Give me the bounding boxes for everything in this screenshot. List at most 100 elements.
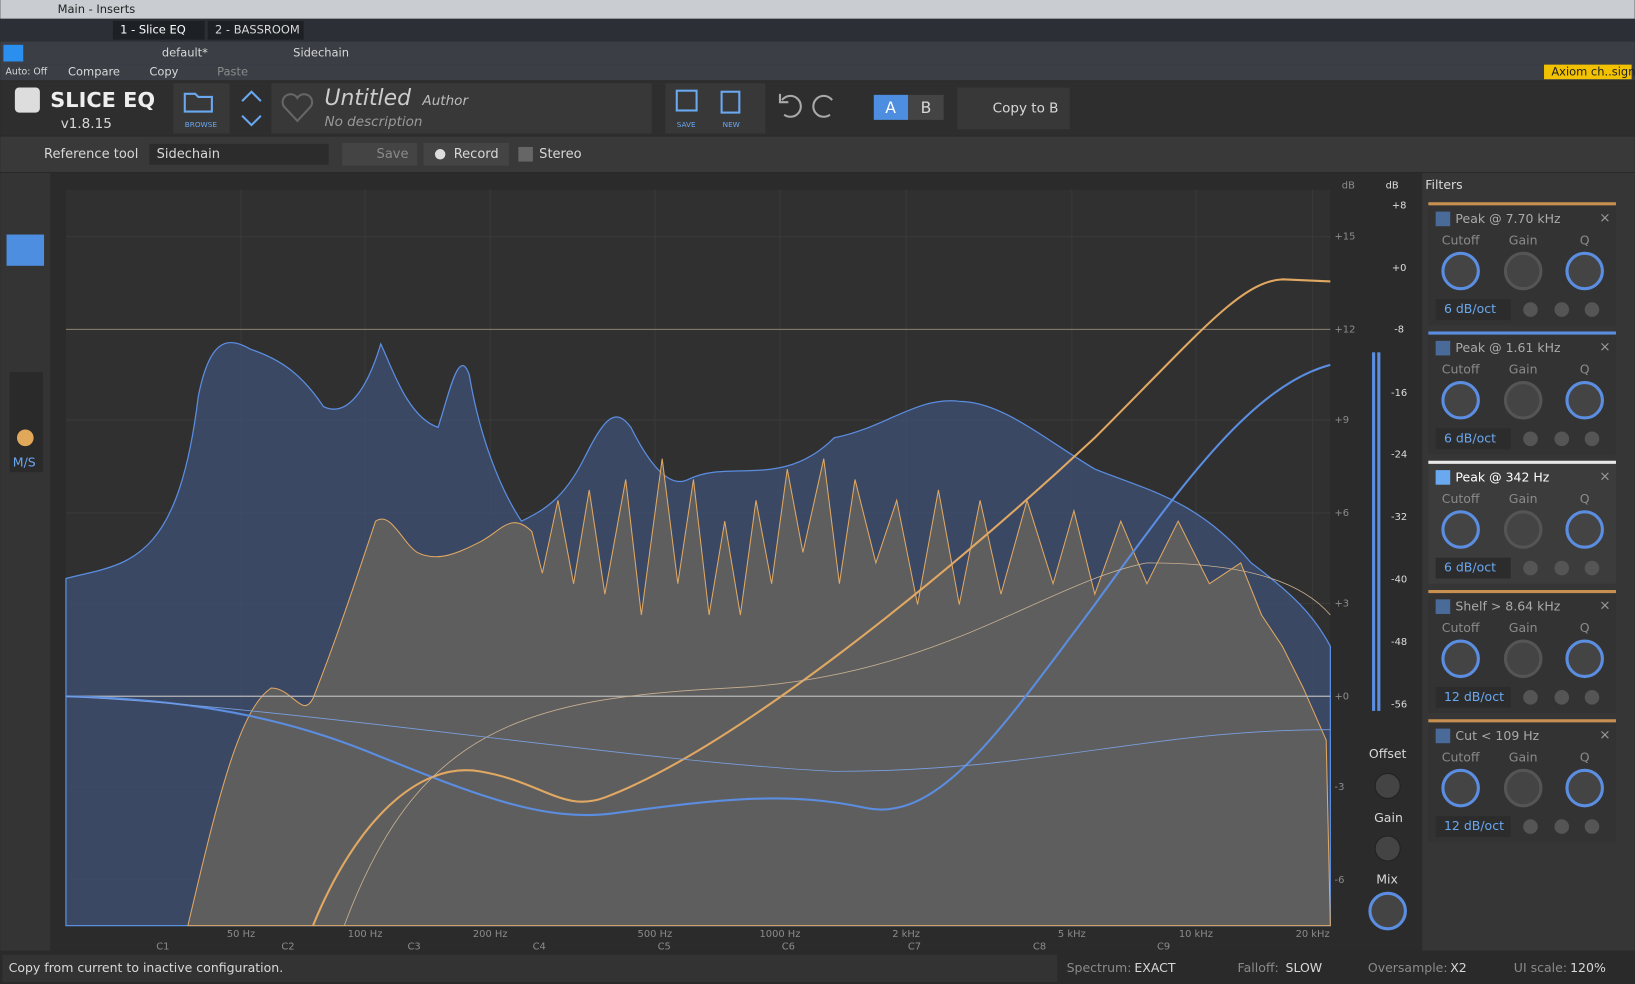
knob[interactable] [1441, 768, 1480, 808]
knob[interactable] [1503, 639, 1543, 679]
channel-mode[interactable] [1523, 560, 1538, 576]
channel-mode[interactable] [1584, 560, 1600, 576]
filter-enable[interactable] [1435, 728, 1451, 744]
new-icon[interactable] [720, 90, 741, 114]
oversample-value[interactable]: X2 [1450, 960, 1467, 975]
knob[interactable] [1441, 639, 1480, 679]
channel-mode[interactable] [1554, 690, 1570, 705]
auto-label[interactable]: Auto: Off [5, 66, 47, 77]
filter-close[interactable]: × [1599, 727, 1610, 743]
knob[interactable] [1441, 510, 1480, 549]
filter-close[interactable]: × [1599, 468, 1610, 484]
copy-to-b-button[interactable] [957, 87, 1070, 130]
knob[interactable] [1441, 380, 1480, 420]
filter-enable[interactable] [1435, 340, 1451, 356]
channel-mode[interactable] [1554, 302, 1570, 317]
ref-save-button[interactable] [342, 142, 418, 166]
b-label[interactable]: B [921, 98, 932, 117]
new-label[interactable]: NEW [723, 120, 740, 129]
channel-mode[interactable] [1523, 302, 1538, 317]
mode-icon[interactable] [16, 429, 34, 447]
knob[interactable] [1565, 510, 1604, 549]
filter-enable[interactable] [1435, 211, 1451, 227]
spectrum-value[interactable]: EXACT [1134, 960, 1176, 975]
channel-mode[interactable] [1584, 819, 1600, 834]
undo-redo[interactable] [778, 93, 833, 118]
knob[interactable] [1503, 768, 1543, 808]
compare-button[interactable]: Compare [68, 64, 120, 78]
slope-box[interactable] [1435, 428, 1511, 450]
channel-mode[interactable] [1523, 431, 1538, 447]
filter-slope[interactable]: 6 dB/oct [1444, 301, 1496, 316]
channel-mode[interactable] [1554, 560, 1570, 576]
falloff-value[interactable]: SLOW [1286, 960, 1323, 975]
preset-name[interactable]: default* [162, 46, 208, 60]
tab-label[interactable]: 2 - BASSROOM [215, 23, 300, 37]
record-button[interactable] [423, 142, 509, 166]
browse-label[interactable]: BROWSE [185, 120, 218, 129]
slope-box[interactable] [1435, 686, 1511, 708]
ref-save-label[interactable]: Save [377, 147, 409, 162]
b-button[interactable] [908, 94, 944, 120]
tool-active[interactable] [6, 234, 45, 266]
ui-scale-value[interactable]: 120% [1570, 960, 1606, 975]
a-label[interactable]: A [885, 98, 896, 117]
channel-mode[interactable] [1554, 819, 1570, 834]
save-label[interactable]: SAVE [677, 120, 696, 129]
knob[interactable] [1565, 639, 1604, 679]
knob[interactable] [1565, 380, 1604, 420]
filter-slope[interactable]: 6 dB/oct [1444, 430, 1496, 445]
ms-button[interactable]: M/S [13, 454, 36, 469]
stereo-label[interactable]: Stereo [539, 147, 581, 162]
copy-to-b-label[interactable]: Copy to B [993, 100, 1059, 116]
knob-label: Gain [1509, 620, 1538, 635]
tab[interactable] [207, 20, 304, 40]
power-button[interactable] [3, 44, 24, 62]
knob[interactable] [1441, 251, 1480, 291]
copy-button[interactable]: Copy [149, 64, 178, 78]
filter-close[interactable]: × [1599, 210, 1610, 226]
knob[interactable] [1503, 251, 1543, 291]
favorite-icon[interactable] [281, 93, 314, 123]
channel-mode[interactable] [1554, 431, 1570, 447]
filter-enable[interactable] [1435, 470, 1451, 485]
record-label[interactable]: Record [454, 147, 499, 162]
channel-mode[interactable] [1523, 690, 1538, 705]
gain-knob[interactable] [1374, 835, 1401, 862]
source-select[interactable] [149, 143, 329, 165]
device-label: Axiom ch..sign [1551, 64, 1635, 78]
a-button[interactable] [873, 94, 909, 120]
paste-button[interactable]: Paste [217, 64, 248, 78]
slope-box[interactable] [1435, 299, 1511, 321]
folder-icon [183, 92, 213, 113]
browse-button[interactable] [173, 83, 230, 134]
offset-knob[interactable] [1374, 772, 1401, 799]
filters-title: Filters [1425, 177, 1462, 192]
slope-box[interactable] [1435, 557, 1511, 579]
tab-label[interactable]: 1 - Slice EQ [120, 23, 186, 37]
filter-slope[interactable]: 12 dB/oct [1444, 818, 1504, 833]
knob[interactable] [1503, 380, 1543, 420]
slope-box[interactable] [1435, 816, 1511, 838]
channel-mode[interactable] [1584, 690, 1600, 705]
record-dot [434, 149, 446, 160]
filter-close[interactable]: × [1599, 598, 1610, 614]
filter-close[interactable]: × [1599, 339, 1610, 355]
preset-arrows[interactable] [241, 90, 262, 127]
filter-enable[interactable] [1435, 599, 1451, 614]
knob[interactable] [1503, 510, 1543, 549]
source-value[interactable]: Sidechain [157, 147, 220, 162]
filter-slope[interactable]: 12 dB/oct [1444, 689, 1504, 704]
stereo-checkbox[interactable] [518, 146, 533, 162]
mix-knob[interactable] [1368, 891, 1407, 931]
filter-slope[interactable]: 6 dB/oct [1444, 560, 1496, 575]
gain-tick: +0 [1335, 691, 1350, 702]
channel-mode[interactable] [1584, 302, 1600, 317]
knob[interactable] [1565, 768, 1604, 808]
save-icon[interactable] [675, 89, 698, 112]
sidechain-button[interactable]: Sidechain [293, 46, 349, 60]
channel-mode[interactable] [1523, 819, 1538, 834]
knob[interactable] [1565, 251, 1604, 291]
channel-mode[interactable] [1584, 431, 1600, 447]
tab[interactable] [112, 20, 205, 40]
